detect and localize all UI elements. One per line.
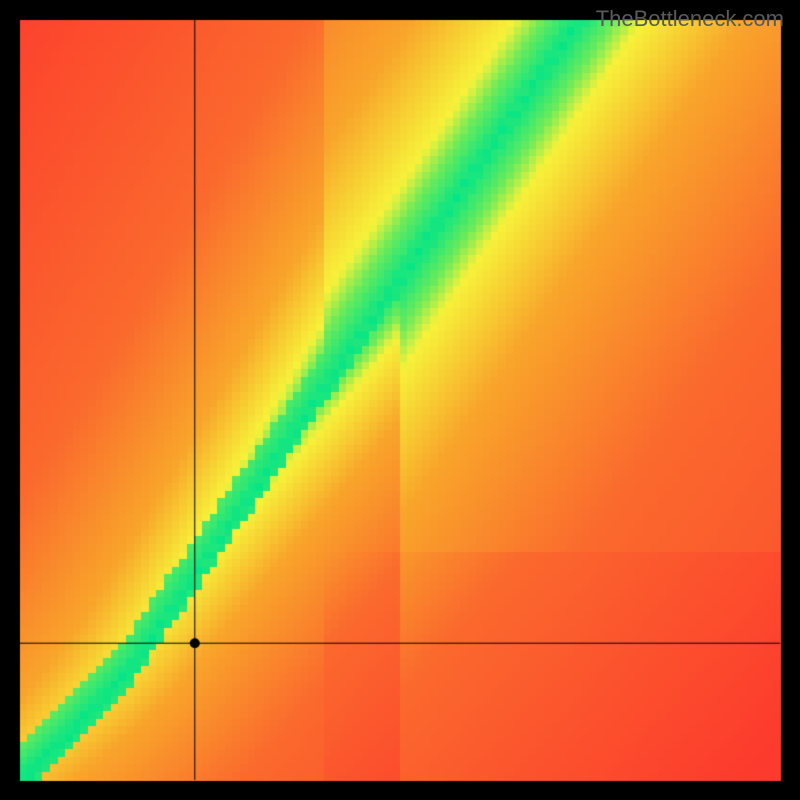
chart-container: TheBottleneck.com xyxy=(0,0,800,800)
bottleneck-heatmap-canvas xyxy=(0,0,800,800)
watermark-text: TheBottleneck.com xyxy=(596,6,784,32)
